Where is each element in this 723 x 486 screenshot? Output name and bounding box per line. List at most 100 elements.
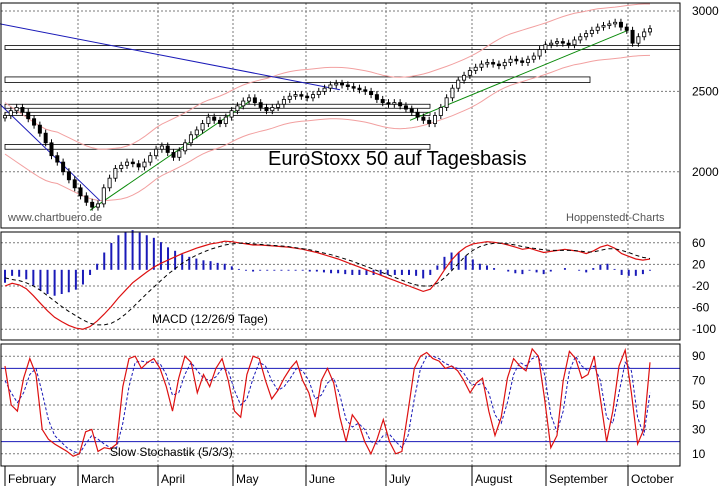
candle-body xyxy=(299,94,304,97)
candle-body xyxy=(444,97,449,108)
candle-body xyxy=(84,195,89,203)
candle-body xyxy=(572,39,577,46)
candle-body xyxy=(101,187,106,205)
candle-body xyxy=(351,86,356,89)
candle-body xyxy=(485,62,490,65)
candle-body xyxy=(305,95,310,99)
candle-body xyxy=(578,36,583,41)
candle-body xyxy=(142,161,147,168)
price-tick-label: 2000 xyxy=(692,165,719,179)
candle-body xyxy=(456,79,461,89)
macd-line xyxy=(4,240,651,330)
chart-title: EuroStoxx 50 auf Tagesbasis xyxy=(268,148,527,170)
stochastic-k-line xyxy=(4,347,651,457)
candle-body xyxy=(159,145,164,150)
candle-body xyxy=(648,28,652,33)
macd-tick-label: -60 xyxy=(692,301,710,315)
watermark-left: www.chartbuero.de xyxy=(7,212,102,224)
stochastic-label: Slow Stochastik (5/3/3) xyxy=(110,445,233,459)
candle-body xyxy=(357,87,362,91)
stochastic-tick-label: 50 xyxy=(692,398,706,412)
candle-body xyxy=(345,84,350,87)
candle-body xyxy=(380,99,385,104)
candle-body xyxy=(427,119,432,124)
candle-body xyxy=(235,105,240,112)
candle-body xyxy=(200,123,205,131)
candle-body xyxy=(14,107,19,112)
candle-body xyxy=(398,102,403,107)
candle-body xyxy=(520,60,525,63)
candle-body xyxy=(438,107,443,116)
candle-body xyxy=(276,103,281,108)
candle-body xyxy=(66,171,71,181)
candle-body xyxy=(601,25,606,28)
candle-body xyxy=(55,155,60,163)
candle-body xyxy=(642,31,647,38)
month-label: June xyxy=(309,472,335,486)
candle-body xyxy=(409,108,414,113)
price-panel xyxy=(0,3,681,211)
downtrend-line xyxy=(0,23,341,91)
candle-body xyxy=(340,82,345,86)
candle-body xyxy=(450,87,455,99)
panel-frame xyxy=(0,2,681,229)
candle-body xyxy=(316,90,321,96)
candle-body xyxy=(177,150,182,158)
candle-body xyxy=(369,90,374,96)
candle-body xyxy=(508,58,513,63)
candle-body xyxy=(462,74,467,81)
month-label: May xyxy=(236,472,259,486)
candle-body xyxy=(194,129,199,136)
candle-body xyxy=(328,84,333,89)
candle-body xyxy=(72,179,77,189)
macd-tick-label: -100 xyxy=(692,322,716,336)
candle-body xyxy=(433,115,437,124)
price-tick-label: 3000 xyxy=(692,4,719,18)
candle-body xyxy=(247,97,252,102)
candle-body xyxy=(119,164,124,169)
candle-body xyxy=(555,41,560,44)
candle-body xyxy=(467,70,472,76)
candle-body xyxy=(374,94,379,100)
month-label: April xyxy=(161,472,185,486)
candle-body xyxy=(479,63,484,68)
candle-body xyxy=(136,163,141,168)
candle-body xyxy=(26,111,31,120)
candle-body xyxy=(560,41,565,44)
candle-body xyxy=(61,161,66,173)
stochastic-panel xyxy=(1,347,680,457)
macd-label: MACD (12/26/9 Tage) xyxy=(152,312,268,326)
candle-body xyxy=(310,94,315,99)
candle-body xyxy=(125,161,130,166)
macd-panel xyxy=(4,230,651,330)
candle-body xyxy=(549,42,554,46)
panel-frame xyxy=(0,343,681,467)
uptrend-line xyxy=(89,100,251,211)
candle-body xyxy=(403,105,408,110)
candle-body xyxy=(183,142,188,152)
candle-body xyxy=(613,21,618,25)
candle-body xyxy=(589,29,594,34)
stochastic-tick-label: 70 xyxy=(692,374,706,388)
candle-body xyxy=(543,44,548,51)
support-zone xyxy=(4,144,431,150)
candle-body xyxy=(37,124,42,134)
candle-body xyxy=(531,55,536,60)
candle-body xyxy=(3,115,7,119)
candle-body xyxy=(43,132,48,144)
macd-tick-label: 20 xyxy=(692,257,706,271)
macd-tick-label: -20 xyxy=(692,279,710,293)
candle-body xyxy=(566,42,571,46)
stochastic-tick-label: 90 xyxy=(692,349,706,363)
candle-body xyxy=(270,107,275,112)
candle-body xyxy=(287,95,292,100)
candle-body xyxy=(607,23,612,26)
candle-body xyxy=(363,89,368,92)
month-label: February xyxy=(8,472,56,486)
watermark-right: Hoppenstedt-Charts xyxy=(566,212,665,224)
month-label: September xyxy=(549,472,608,486)
month-label: August xyxy=(475,472,513,486)
stochastic-tick-label: 30 xyxy=(692,422,706,436)
candle-body xyxy=(188,134,193,144)
